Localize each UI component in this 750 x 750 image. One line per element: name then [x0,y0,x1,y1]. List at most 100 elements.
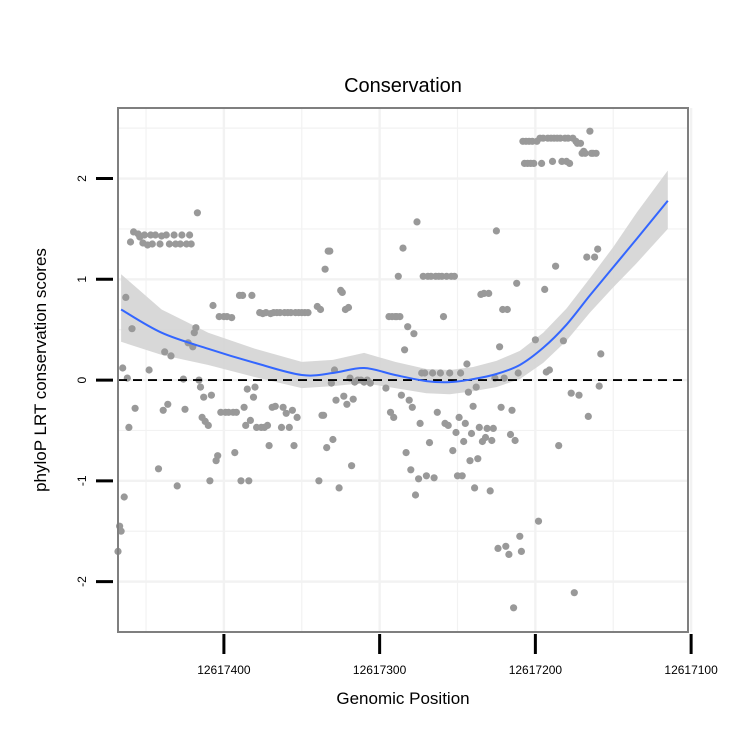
data-point [151,231,159,239]
y-axis: -2 -1 0 1 2 [75,175,113,587]
data-point [326,247,334,255]
data-point [513,279,521,287]
data-point [497,403,505,411]
data-point [340,392,348,400]
y-tick-label: -2 [75,576,89,587]
data-point [117,527,125,535]
data-point [263,421,272,429]
data-point [475,423,483,431]
data-point [176,240,184,248]
data-point [154,465,163,473]
data-point [251,383,259,391]
data-point [338,288,346,296]
data-point [425,439,434,447]
data-point [416,419,424,427]
data-point [538,159,546,167]
data-point [327,379,335,387]
data-point [207,391,215,399]
data-point [128,325,136,333]
data-point [464,388,472,396]
data-point [382,384,390,392]
x-axis-title: Genomic Position [336,689,469,708]
smooth-line-layer [120,200,669,384]
data-point [575,391,583,399]
data-point [396,313,404,321]
data-point [332,396,340,404]
data-point [271,402,279,410]
data-point [455,413,463,421]
data-point [584,412,592,420]
data-point [329,435,337,444]
data-point [204,421,212,429]
data-point [125,423,133,431]
data-point [570,589,578,597]
data-point [178,231,186,239]
data-point [463,360,471,368]
data-point [552,262,560,270]
data-point [193,209,201,217]
data-point [335,484,343,492]
data-point [460,437,468,446]
data-point [410,330,418,338]
data-point [164,400,172,408]
chart-title: Conservation [344,75,462,97]
data-point [567,389,575,397]
data-point [452,428,460,437]
data-point [145,366,153,374]
data-point [240,403,248,411]
y-axis-title: phyloP LRT conservation scores [31,248,50,492]
data-points [114,127,605,612]
data-point [401,346,409,354]
data-point [471,484,479,492]
data-point [545,366,554,374]
data-point [430,474,438,482]
data-point [397,391,405,399]
data-point [179,375,187,383]
data-point [472,383,480,391]
data-point [548,157,557,165]
data-point [506,430,515,439]
data-point [366,379,374,387]
data-point [323,444,331,452]
data-point [321,265,329,273]
data-point [404,323,412,331]
data-point [122,293,130,301]
data-point [541,285,549,293]
data-point [509,604,518,612]
data-point [196,383,205,391]
data-point [173,482,181,490]
data-point [405,396,413,404]
data-point [500,374,508,382]
data-point [246,416,254,424]
data-point [433,408,441,416]
data-point [170,231,178,239]
data-point [394,272,402,280]
data-point [344,303,353,312]
data-point [530,159,538,167]
data-point [231,449,239,457]
y-tick-label: 2 [75,175,89,182]
data-point [502,542,510,550]
data-point [245,477,253,485]
data-point [466,457,474,465]
data-point [583,253,591,261]
data-point [467,429,476,438]
data-point [429,369,437,377]
data-point [162,231,170,239]
data-point [343,400,351,408]
data-point [293,413,301,421]
data-point [304,309,312,317]
data-point [492,227,500,235]
x-axis: 12617400 12617300 12617200 12617100 [197,634,718,677]
data-point [489,424,497,432]
data-point [505,550,513,559]
data-point [187,240,195,248]
data-point [232,408,240,416]
data-point [248,291,256,299]
data-point [566,159,574,167]
data-point [421,369,429,377]
data-point [413,218,421,226]
data-point [265,442,273,450]
data-point [576,139,585,147]
y-tick-label: -1 [75,475,89,486]
